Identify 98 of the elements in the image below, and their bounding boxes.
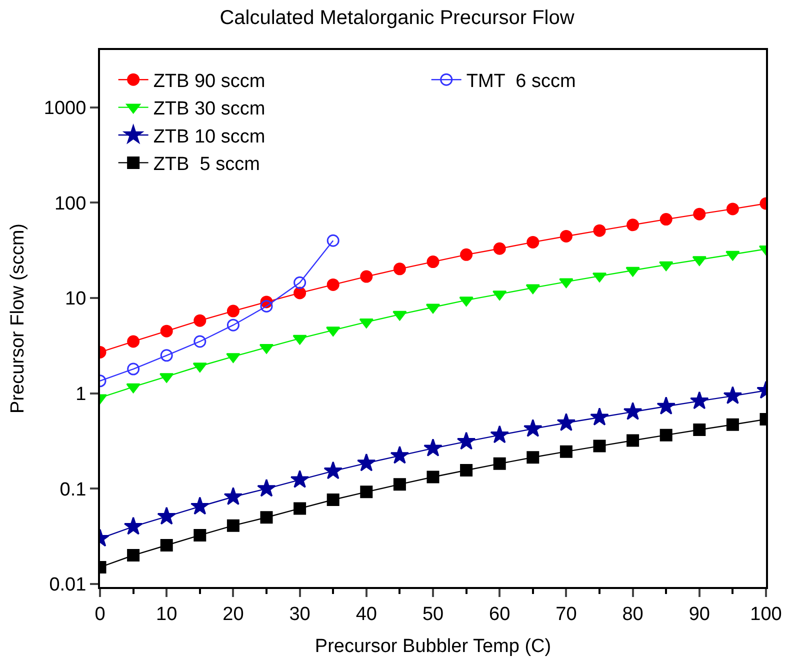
x-tick-label: 20 bbox=[222, 604, 244, 625]
point bbox=[723, 386, 742, 404]
point bbox=[660, 428, 672, 442]
point bbox=[460, 464, 473, 477]
point bbox=[294, 502, 306, 515]
point bbox=[526, 451, 540, 464]
x-tick-label: 10 bbox=[156, 604, 178, 625]
y-tick-label: 10 bbox=[65, 288, 86, 310]
point bbox=[693, 208, 706, 220]
point bbox=[160, 349, 173, 362]
point bbox=[326, 494, 340, 506]
point bbox=[357, 453, 376, 472]
point bbox=[226, 519, 240, 532]
point bbox=[257, 478, 276, 497]
point bbox=[194, 528, 206, 542]
point bbox=[360, 270, 373, 283]
point bbox=[456, 432, 476, 450]
x-axis-title: Precursor Bubbler Temp (C) bbox=[314, 636, 552, 658]
point bbox=[360, 486, 373, 498]
point bbox=[259, 344, 274, 354]
point bbox=[127, 335, 140, 348]
point bbox=[626, 218, 640, 232]
x-tick-label: 30 bbox=[289, 604, 310, 625]
legend-label: ZTB 10 sccm bbox=[153, 126, 266, 148]
point bbox=[556, 413, 576, 431]
point bbox=[426, 256, 440, 268]
point bbox=[393, 262, 406, 276]
y-tick-label: 100 bbox=[54, 193, 86, 214]
point bbox=[390, 446, 410, 464]
point bbox=[294, 286, 306, 300]
point bbox=[194, 335, 206, 348]
point bbox=[157, 506, 176, 525]
point bbox=[393, 478, 406, 491]
point bbox=[324, 461, 342, 480]
point bbox=[426, 304, 440, 314]
legend-label: TMT 6 sccm bbox=[466, 71, 576, 92]
point bbox=[226, 304, 240, 318]
point bbox=[424, 438, 442, 456]
point bbox=[127, 362, 140, 376]
point bbox=[493, 242, 506, 255]
point bbox=[626, 266, 640, 277]
point bbox=[426, 470, 440, 484]
legend-label: ZTB 5 sccm bbox=[153, 154, 260, 176]
point bbox=[659, 261, 674, 272]
point bbox=[726, 250, 740, 261]
point bbox=[493, 457, 506, 470]
point bbox=[526, 236, 540, 248]
x-tick-label: 90 bbox=[688, 604, 710, 625]
point bbox=[560, 445, 572, 458]
point bbox=[326, 234, 340, 247]
point bbox=[660, 213, 672, 226]
point bbox=[726, 202, 739, 216]
point bbox=[524, 418, 542, 437]
point bbox=[292, 334, 307, 345]
point bbox=[290, 470, 310, 488]
x-tick-label: 70 bbox=[556, 604, 577, 625]
point bbox=[294, 276, 306, 289]
x-tick-label: 0 bbox=[94, 604, 106, 625]
point bbox=[260, 300, 273, 312]
point bbox=[623, 402, 642, 420]
y-tick-label: 1000 bbox=[44, 98, 86, 120]
point bbox=[526, 284, 540, 294]
y-tick-label: 0.01 bbox=[49, 574, 86, 596]
point bbox=[593, 440, 606, 452]
y-axis-title: Precursor Flow (sccm) bbox=[7, 223, 28, 414]
point bbox=[224, 487, 243, 505]
y-tick-label: 0.1 bbox=[60, 479, 86, 500]
x-tick-label: 50 bbox=[422, 604, 444, 625]
x-tick-label: 40 bbox=[356, 604, 377, 625]
legend-label: ZTB 30 sccm bbox=[153, 98, 266, 120]
point bbox=[726, 418, 739, 431]
y-tick-label: 1 bbox=[76, 384, 86, 405]
legend-label: ZTB 90 sccm bbox=[153, 71, 266, 92]
point bbox=[626, 434, 640, 447]
point bbox=[160, 324, 173, 338]
x-tick-label: 100 bbox=[750, 604, 782, 625]
point bbox=[593, 224, 606, 237]
point bbox=[124, 516, 143, 535]
point bbox=[326, 278, 340, 291]
point bbox=[590, 408, 609, 426]
point bbox=[490, 425, 509, 444]
point bbox=[260, 511, 273, 524]
point bbox=[127, 549, 140, 562]
point bbox=[160, 538, 173, 552]
point bbox=[693, 424, 706, 436]
point bbox=[690, 391, 709, 410]
point bbox=[560, 230, 572, 242]
point bbox=[194, 314, 206, 327]
point bbox=[656, 396, 676, 414]
x-tick-label: 60 bbox=[489, 604, 510, 625]
point bbox=[126, 383, 140, 394]
x-tick-label: 80 bbox=[622, 604, 644, 625]
point bbox=[559, 278, 574, 288]
chart-title: Calculated Metalorganic Precursor Flow bbox=[220, 6, 575, 29]
point bbox=[226, 318, 240, 332]
point bbox=[460, 248, 473, 261]
point bbox=[392, 310, 407, 321]
point bbox=[190, 496, 210, 515]
